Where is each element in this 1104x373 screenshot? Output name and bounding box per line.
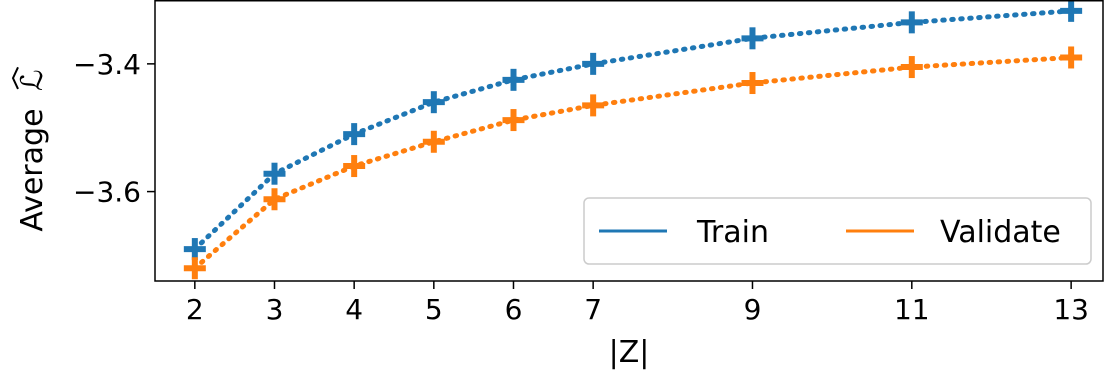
legend-box — [583, 197, 1092, 265]
legend-label: Train — [696, 215, 769, 250]
x-tick-label: 4 — [345, 293, 363, 326]
y-axis-label-symbol: ℒ — [15, 69, 50, 91]
x-tick-label: 7 — [584, 293, 602, 326]
y-tick-label: −3.6 — [73, 176, 141, 209]
x-axis: 2 3 4 5 6 7 9 11 13 — [186, 281, 1089, 326]
y-axis: −3.6 −3.4 — [73, 48, 155, 209]
x-tick-label: 13 — [1053, 293, 1089, 326]
data-point — [263, 162, 286, 185]
x-tick-label: 5 — [425, 293, 443, 326]
data-point — [741, 72, 764, 95]
y-tick-label: −3.4 — [73, 48, 141, 81]
legend-items: Train Validate — [599, 215, 1061, 250]
data-point — [900, 11, 923, 34]
data-point — [502, 109, 525, 132]
y-axis-label-text: Average ℒ — [15, 69, 50, 231]
data-point — [582, 52, 605, 75]
data-point — [422, 130, 445, 153]
data-point — [582, 94, 605, 117]
data-point — [343, 155, 366, 178]
y-axis-label-hat — [11, 66, 19, 90]
x-tick-label: 3 — [266, 293, 284, 326]
data-point — [422, 91, 445, 114]
data-point — [502, 68, 525, 91]
y-axis-label: Average ℒ — [11, 66, 50, 232]
y-axis-label-word: Average — [15, 108, 50, 231]
x-tick-label: 11 — [894, 293, 930, 326]
series-layer — [183, 0, 1083, 280]
legend-label: Validate — [940, 215, 1061, 250]
plot-frame — [154, 0, 1104, 282]
data-point — [263, 188, 286, 211]
data-point — [900, 56, 923, 79]
data-point — [1060, 46, 1083, 69]
data-point — [183, 238, 206, 261]
legend-entry-validate: Validate — [846, 215, 1061, 250]
data-point — [183, 257, 206, 280]
series-train — [183, 0, 1083, 261]
legend: Train Validate — [583, 197, 1092, 265]
data-point — [343, 123, 366, 146]
data-point — [741, 27, 764, 50]
x-tick-label: 6 — [505, 293, 523, 326]
series-validate — [183, 46, 1083, 280]
x-axis-label: |Z| — [609, 335, 650, 370]
data-point — [1060, 0, 1083, 22]
legend-entry-train: Train — [599, 215, 769, 250]
x-tick-label: 2 — [186, 293, 204, 326]
x-tick-label: 9 — [744, 293, 762, 326]
